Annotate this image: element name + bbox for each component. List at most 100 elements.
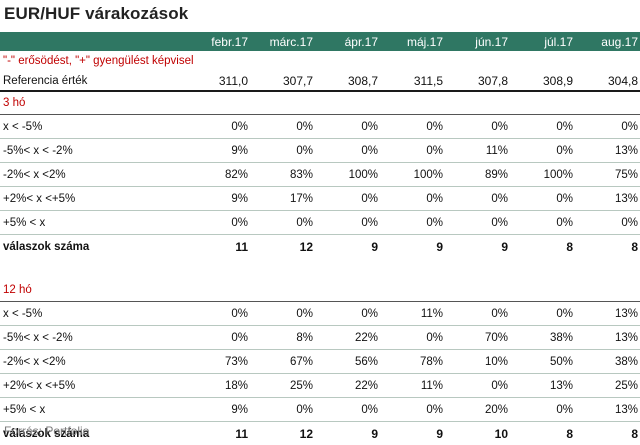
percent-cell: 0% [381,211,446,235]
percent-cell: 0% [381,139,446,163]
percent-cell: 38% [511,326,576,350]
percent-cell: 9% [186,187,251,211]
percent-cell: 20% [446,398,511,422]
reference-value: 304,8 [576,71,640,91]
month-header: jún.17 [446,32,511,51]
percent-cell: 0% [251,139,316,163]
responses-count: 10 [446,422,511,445]
section-spacer [0,258,640,279]
month-header: aug.17 [576,32,640,51]
percent-cell: 83% [251,163,316,187]
percent-cell: 25% [251,374,316,398]
section-title-row: 12 hó [0,279,640,302]
range-label: +5% < x [0,398,186,422]
percent-cell: 0% [511,211,576,235]
table-row: x < -5%0%0%0%0%0%0%0% [0,115,640,139]
percent-cell: 0% [381,398,446,422]
percent-cell: 11% [381,374,446,398]
table-row: -5%< x < -2%0%8%22%0%70%38%13% [0,326,640,350]
responses-count: 12 [251,422,316,445]
percent-cell: 13% [576,398,640,422]
percent-cell: 0% [381,187,446,211]
percent-cell: 13% [511,374,576,398]
spacer-cell [0,258,640,279]
range-label: x < -5% [0,115,186,139]
percent-cell: 13% [576,187,640,211]
percent-cell: 73% [186,350,251,374]
percent-cell: 67% [251,350,316,374]
percent-cell: 0% [316,398,381,422]
percent-cell: 0% [511,187,576,211]
responses-count: 9 [446,235,511,259]
reference-value: 311,0 [186,71,251,91]
percent-cell: 56% [316,350,381,374]
reference-value: 307,7 [251,71,316,91]
reference-row: Referencia érték 311,0 307,7 308,7 311,5… [0,71,640,91]
percent-cell: 78% [381,350,446,374]
table-row: x < -5%0%0%0%11%0%0%13% [0,302,640,326]
percent-cell: 0% [446,302,511,326]
percent-cell: 22% [316,374,381,398]
percent-cell: 13% [576,302,640,326]
reference-label: Referencia érték [0,71,186,91]
percent-cell: 0% [381,115,446,139]
responses-count: 11 [186,422,251,445]
percent-cell: 0% [316,115,381,139]
responses-count: 9 [316,422,381,445]
percent-cell: 10% [446,350,511,374]
reference-value: 308,9 [511,71,576,91]
percent-cell: 100% [511,163,576,187]
section-title: 3 hó [0,91,640,115]
percent-cell: 0% [186,326,251,350]
percent-cell: 0% [316,187,381,211]
percent-cell: 0% [186,211,251,235]
percent-cell: 0% [251,302,316,326]
percent-cell: 18% [186,374,251,398]
section-title-row: 3 hó [0,91,640,115]
percent-cell: 100% [381,163,446,187]
percent-cell: 38% [576,350,640,374]
percent-cell: 0% [186,302,251,326]
percent-cell: 70% [446,326,511,350]
responses-count: 8 [511,422,576,445]
month-header: júl.17 [511,32,576,51]
header-row: febr.17 márc.17 ápr.17 máj.17 jún.17 júl… [0,32,640,51]
month-header: febr.17 [186,32,251,51]
responses-label: válaszok száma [0,235,186,259]
percent-cell: 0% [511,302,576,326]
reference-value: 307,8 [446,71,511,91]
percent-cell: 50% [511,350,576,374]
percent-cell: 25% [576,374,640,398]
percent-cell: 0% [316,139,381,163]
table-row: +2%< x <+5%9%17%0%0%0%0%13% [0,187,640,211]
percent-cell: 0% [511,115,576,139]
percent-cell: 0% [446,374,511,398]
range-label: +2%< x <+5% [0,187,186,211]
table-row: -5%< x < -2%9%0%0%0%11%0%13% [0,139,640,163]
percent-cell: 8% [251,326,316,350]
percent-cell: 17% [251,187,316,211]
table-row: -2%< x <2%73%67%56%78%10%50%38% [0,350,640,374]
percent-cell: 0% [511,139,576,163]
percent-cell: 9% [186,398,251,422]
range-label: -5%< x < -2% [0,139,186,163]
header-corner [0,32,186,51]
percent-cell: 75% [576,163,640,187]
table-row: -2%< x <2%82%83%100%100%89%100%75% [0,163,640,187]
percent-cell: 100% [316,163,381,187]
percent-cell: 82% [186,163,251,187]
note-row: "-" erősödést, "+" gyengülést képvisel [0,51,640,71]
source-note: Forrás: Portfolio [4,424,89,438]
month-header: ápr.17 [316,32,381,51]
range-label: +5% < x [0,211,186,235]
percent-cell: 0% [316,211,381,235]
percent-cell: 0% [251,398,316,422]
percent-cell: 11% [381,302,446,326]
percent-cell: 0% [576,211,640,235]
month-header: márc.17 [251,32,316,51]
percent-cell: 0% [446,187,511,211]
responses-count: 9 [316,235,381,259]
